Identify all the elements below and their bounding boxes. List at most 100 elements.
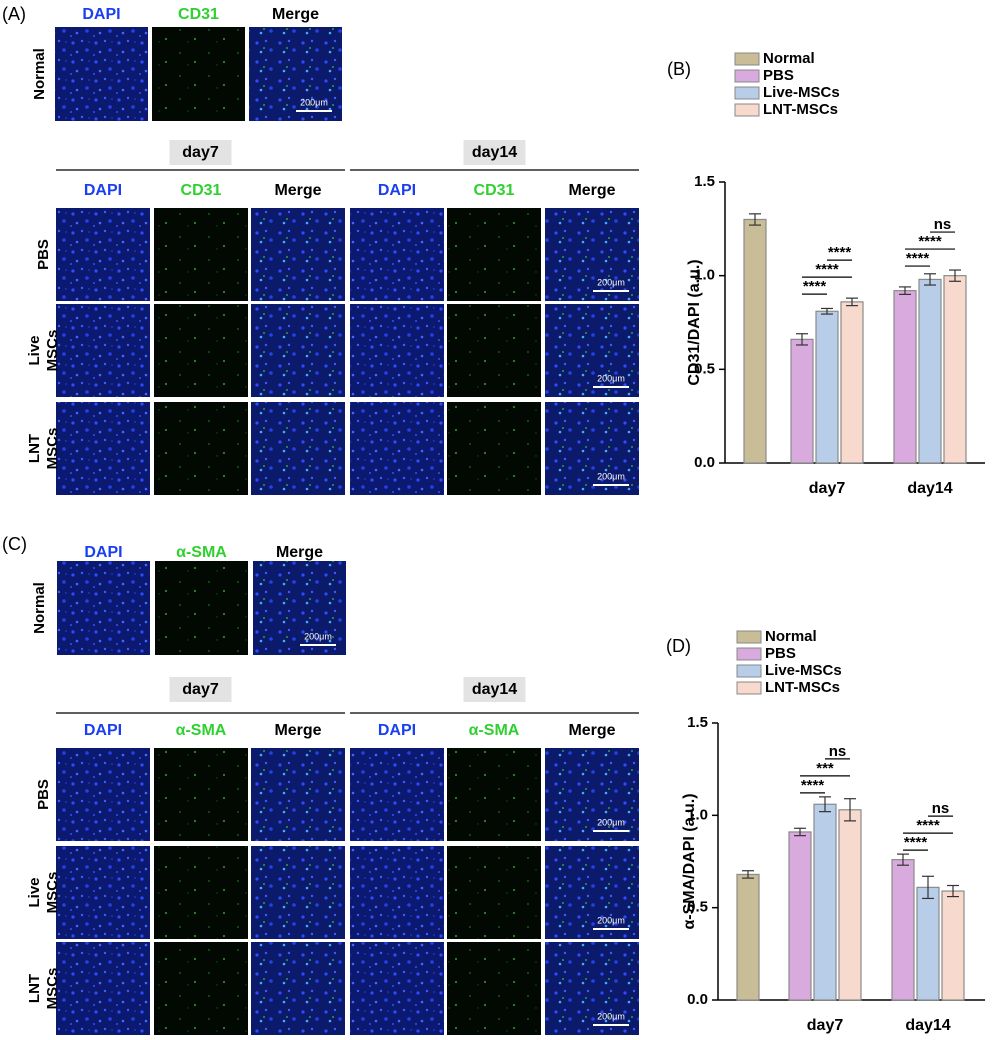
y-tick-label: 1.5	[687, 714, 708, 731]
bar	[943, 275, 967, 464]
y-tick-label: 0.5	[687, 899, 708, 916]
significance-label: ****	[828, 244, 852, 261]
row-label: Live	[26, 335, 43, 365]
micrograph	[545, 748, 639, 841]
micrograph	[350, 846, 444, 939]
row-label: LNT	[26, 974, 43, 1003]
row-label: MSCs	[44, 428, 61, 470]
row-label: MSCs	[44, 872, 61, 914]
group-title: day7	[182, 681, 219, 698]
scale-bar-label: 200μm	[304, 631, 332, 641]
micrograph	[447, 942, 541, 1035]
row-label: MSCs	[44, 968, 61, 1010]
significance-label: ****	[815, 261, 839, 278]
group-title: day14	[472, 144, 517, 161]
micrograph	[350, 304, 444, 397]
x-tick-label: day7	[807, 1017, 844, 1034]
significance-label: ns	[932, 800, 950, 817]
bar	[815, 310, 839, 464]
micrograph	[56, 846, 150, 939]
row-label: PBS	[35, 779, 52, 810]
column-header: α-SMA	[176, 544, 227, 561]
row-label: Live	[26, 877, 43, 907]
micrograph	[447, 748, 541, 841]
micrograph	[253, 561, 346, 655]
scale-bar-label: 200μm	[597, 817, 625, 827]
scale-bar-label: 200μm	[597, 277, 625, 287]
column-header: DAPI	[378, 182, 416, 199]
bar	[790, 338, 814, 464]
micrograph	[545, 942, 639, 1035]
column-header: Merge	[276, 544, 323, 561]
micrograph	[251, 304, 345, 397]
micrograph	[55, 27, 148, 121]
micrograph	[56, 208, 150, 301]
micrograph	[154, 208, 248, 301]
column-header: CD31	[474, 182, 515, 199]
bar	[893, 290, 917, 464]
column-header: DAPI	[378, 722, 416, 739]
scale-bar-label: 200μm	[597, 373, 625, 383]
y-tick-label: 0.0	[694, 454, 715, 471]
group-title: day14	[472, 681, 517, 698]
micrograph	[350, 208, 444, 301]
row-label: Normal	[31, 48, 48, 100]
group-title-box	[463, 140, 526, 165]
legend-label: LNT-MSCs	[765, 679, 840, 696]
bar	[840, 301, 864, 464]
micrograph	[154, 304, 248, 397]
column-header: Merge	[568, 182, 615, 199]
x-tick-label: day14	[907, 480, 952, 497]
micrograph	[56, 304, 150, 397]
significance-label: ***	[816, 760, 834, 777]
row-label: PBS	[35, 239, 52, 270]
micrograph	[545, 402, 639, 495]
micrograph	[152, 27, 245, 121]
micrograph	[251, 402, 345, 495]
row-label: Normal	[31, 582, 48, 634]
y-tick-label: 1.0	[687, 806, 708, 823]
panel-label: (C)	[2, 534, 27, 554]
significance-label: ns	[829, 743, 847, 760]
bar	[743, 218, 767, 464]
legend-swatch	[736, 664, 762, 678]
bar	[788, 831, 812, 1001]
micrograph	[154, 942, 248, 1035]
group-title-box	[169, 140, 232, 165]
column-header: DAPI	[84, 544, 122, 561]
legend-swatch	[736, 681, 762, 695]
scale-bar-label: 200μm	[597, 1011, 625, 1021]
group-title: day7	[182, 144, 219, 161]
y-tick-label: 0.0	[687, 991, 708, 1008]
legend-label: LNT-MSCs	[763, 101, 838, 118]
column-header: α-SMA	[469, 722, 520, 739]
panel-label: (B)	[667, 59, 691, 79]
micrograph	[447, 402, 541, 495]
micrograph	[56, 402, 150, 495]
legend-swatch	[736, 647, 762, 661]
micrograph	[251, 208, 345, 301]
group-title-box	[169, 677, 232, 702]
micrograph	[56, 748, 150, 841]
legend-swatch	[734, 103, 760, 117]
micrograph	[350, 402, 444, 495]
column-header: CD31	[178, 6, 219, 23]
significance-label: ****	[916, 817, 940, 834]
y-axis-label: CD31/DAPI (a.u.)	[686, 259, 703, 385]
panel-label: (D)	[666, 636, 691, 656]
row-label: MSCs	[44, 330, 61, 372]
micrograph	[154, 402, 248, 495]
micrograph	[545, 208, 639, 301]
significance-label: ****	[918, 233, 942, 250]
bar	[918, 278, 942, 464]
micrograph	[154, 748, 248, 841]
scale-bar-label: 200μm	[597, 915, 625, 925]
column-header: Merge	[274, 722, 321, 739]
micrograph	[251, 942, 345, 1035]
column-header: Merge	[568, 722, 615, 739]
micrograph	[57, 561, 150, 655]
micrograph	[56, 942, 150, 1035]
y-tick-label: 0.5	[694, 360, 715, 377]
bar	[813, 803, 837, 1001]
y-tick-label: 1.5	[694, 173, 715, 190]
